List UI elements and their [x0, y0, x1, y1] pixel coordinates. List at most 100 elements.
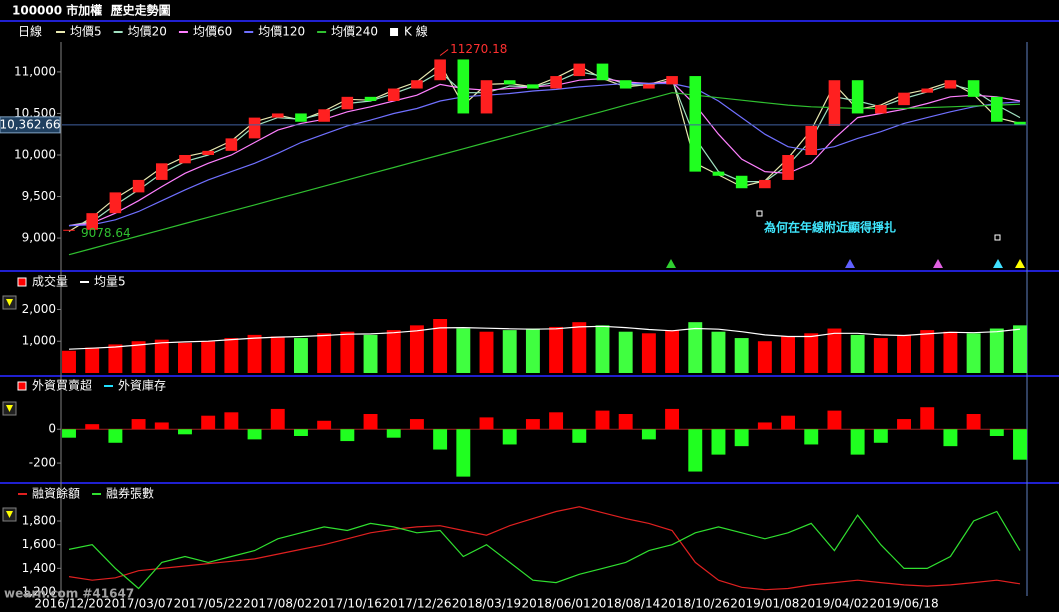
bar: [340, 429, 355, 442]
bar: [131, 419, 146, 430]
candle: [550, 76, 562, 89]
bar: [247, 334, 262, 373]
bar: [317, 333, 332, 373]
legend-label: 融資餘額: [32, 486, 80, 501]
x-tick-label: 2017/08/02: [243, 597, 312, 611]
bar: [456, 328, 471, 373]
bar: [317, 420, 332, 430]
candle: [967, 80, 980, 97]
bar: [850, 334, 865, 373]
legend-swatch: [17, 277, 27, 287]
bar: [525, 419, 540, 430]
legend-label: 成交量: [32, 274, 68, 289]
bar: [595, 325, 610, 373]
bar: [920, 330, 935, 373]
legend-label: 外資買賣超: [32, 378, 92, 393]
y-tick-label: 0: [48, 422, 56, 436]
signal-marker[interactable]: [666, 259, 676, 268]
legend-label: 外資庫存: [118, 379, 166, 393]
bar: [897, 419, 911, 430]
x-tick-label: 2018/03/19: [452, 597, 521, 611]
series-line: [68, 77, 1021, 227]
y-tick-label: 1,000: [22, 334, 56, 348]
y-tick-label: 1,600: [22, 537, 56, 551]
bar: [757, 422, 772, 430]
candle: [179, 155, 191, 164]
y-tick-label: 9,500: [22, 189, 56, 203]
candle: [527, 84, 539, 89]
legend-label: 均量5: [94, 275, 126, 289]
candle: [341, 96, 354, 110]
y-tick-label: 1,400: [22, 561, 56, 575]
bar: [943, 331, 958, 373]
candle: [387, 88, 400, 101]
legend-label: 均價240: [331, 25, 378, 39]
chart-title: 100000 市加權 歷史走勢圖: [12, 3, 171, 18]
bar: [178, 429, 192, 435]
series-line: [68, 506, 1021, 591]
candle: [1014, 121, 1026, 126]
y-tick-label: 11,000: [14, 64, 56, 78]
bar: [479, 417, 494, 430]
bar: [479, 331, 494, 373]
signal-marker[interactable]: [993, 259, 1003, 268]
legend-swatch: [390, 28, 399, 36]
bar: [247, 429, 262, 440]
bar: [757, 341, 772, 373]
bar: [456, 429, 471, 477]
y-tick-label: 1,200: [22, 585, 56, 599]
signal-marker[interactable]: [933, 259, 943, 268]
candle: [318, 109, 330, 122]
series-line: [68, 82, 1021, 227]
bar: [897, 334, 911, 373]
bar: [270, 408, 285, 430]
bar: [572, 322, 587, 373]
candle: [643, 84, 655, 89]
candle: [944, 80, 957, 89]
x-tick-label: 2017/05/22: [174, 597, 243, 611]
bar: [131, 341, 146, 373]
legend-label: 均價20: [128, 25, 167, 39]
candle: [202, 150, 214, 155]
candle: [851, 80, 864, 114]
bar: [62, 350, 76, 373]
bar: [1013, 429, 1027, 460]
bar: [920, 407, 935, 430]
bar: [293, 429, 308, 436]
candle: [689, 76, 702, 172]
y-tick-label: 10,000: [14, 148, 56, 162]
signal-marker[interactable]: [1015, 259, 1025, 268]
candle: [457, 59, 470, 114]
bar: [108, 429, 123, 443]
high-pointer: [439, 49, 449, 56]
panel-toggle-icon: [6, 511, 13, 518]
bar: [618, 331, 633, 373]
watermark: wearn.com #41647: [4, 587, 134, 601]
bar: [201, 341, 216, 373]
y-tick-label: 2,000: [22, 302, 56, 316]
bar: [154, 339, 169, 373]
bar: [873, 338, 888, 373]
candle: [434, 59, 446, 81]
candle: [248, 117, 261, 139]
bar: [201, 415, 216, 430]
candle: [411, 80, 423, 89]
bar: [293, 338, 308, 373]
bar: [62, 429, 76, 438]
bar: [850, 429, 865, 455]
legend-swatch: [17, 381, 27, 391]
legend-label: 均價60: [193, 25, 232, 39]
y-tick-label: 9,000: [22, 231, 56, 245]
bar: [224, 338, 239, 373]
candle: [364, 96, 377, 101]
series-line: [68, 510, 1021, 590]
bar: [804, 333, 819, 373]
legend-label: 均價5: [70, 25, 102, 39]
bar: [502, 330, 517, 373]
candle: [782, 155, 794, 180]
legend-label: K 線: [404, 24, 428, 39]
bar: [178, 342, 192, 373]
signal-marker[interactable]: [845, 259, 855, 268]
candle: [503, 80, 516, 85]
